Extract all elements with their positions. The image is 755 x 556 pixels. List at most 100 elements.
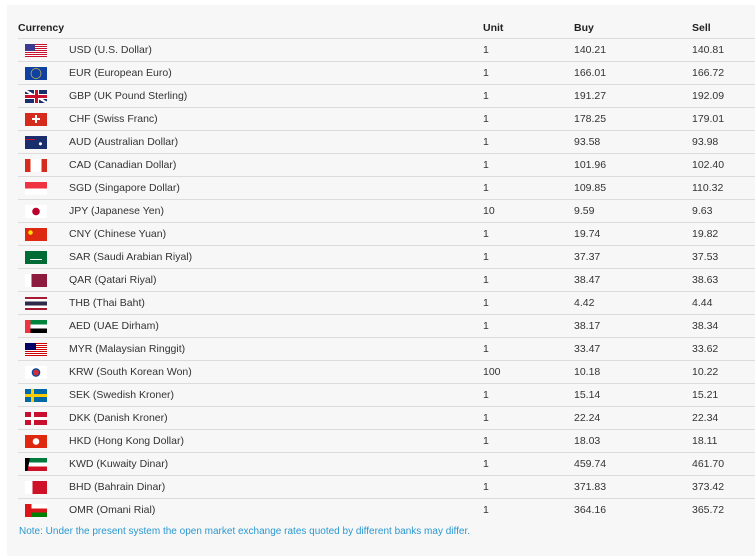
sell-rate: 38.34 <box>692 314 755 338</box>
unit-value: 1 <box>483 337 574 361</box>
dk-flag-icon <box>25 411 47 425</box>
table-row: AED (UAE Dirham) 1 38.17 38.34 <box>18 314 755 338</box>
sell-rate: 19.82 <box>692 222 755 246</box>
se-flag-icon <box>25 388 47 402</box>
sell-rate: 38.63 <box>692 268 755 292</box>
eu-flag-icon <box>25 66 47 80</box>
buy-rate: 109.85 <box>574 176 692 200</box>
buy-rate: 140.21 <box>574 38 692 62</box>
exchange-rate-table: Currency Unit Buy Sell USD (U.S. Dollar)… <box>18 17 755 521</box>
rates-panel: Currency Unit Buy Sell USD (U.S. Dollar)… <box>7 5 755 556</box>
sell-rate: 192.09 <box>692 84 755 108</box>
flag-cell <box>18 199 69 223</box>
ca-flag-icon <box>25 158 47 172</box>
unit-value: 1 <box>483 38 574 62</box>
sell-rate: 4.44 <box>692 291 755 315</box>
flag-cell <box>18 429 69 453</box>
table-row: AUD (Australian Dollar) 1 93.58 93.98 <box>18 130 755 154</box>
unit-value: 100 <box>483 360 574 384</box>
flag-cell <box>18 130 69 154</box>
qa-flag-icon <box>25 273 47 287</box>
sell-rate: 9.63 <box>692 199 755 223</box>
unit-value: 1 <box>483 61 574 85</box>
disclaimer-note: Note: Under the present system the open … <box>19 526 471 537</box>
sell-rate: 15.21 <box>692 383 755 407</box>
buy-rate: 10.18 <box>574 360 692 384</box>
buy-rate: 38.17 <box>574 314 692 338</box>
buy-rate: 4.42 <box>574 291 692 315</box>
flag-cell <box>18 222 69 246</box>
au-flag-icon <box>25 135 47 149</box>
buy-rate: 33.47 <box>574 337 692 361</box>
currency-name: SGD (Singapore Dollar) <box>69 176 483 200</box>
sell-rate: 33.62 <box>692 337 755 361</box>
currency-name: KWD (Kuwaity Dinar) <box>69 452 483 476</box>
sell-rate: 37.53 <box>692 245 755 269</box>
table-row: KWD (Kuwaity Dinar) 1 459.74 461.70 <box>18 452 755 476</box>
buy-rate: 18.03 <box>574 429 692 453</box>
buy-rate: 178.25 <box>574 107 692 131</box>
currency-name: KRW (South Korean Won) <box>69 360 483 384</box>
buy-rate: 364.16 <box>574 498 692 521</box>
buy-rate: 37.37 <box>574 245 692 269</box>
currency-name: SAR (Saudi Arabian Riyal) <box>69 245 483 269</box>
header-currency: Currency <box>18 21 65 34</box>
currency-name: SEK (Swedish Kroner) <box>69 383 483 407</box>
uk-flag-icon <box>25 89 47 103</box>
jp-flag-icon <box>25 204 47 218</box>
table-row: SEK (Swedish Kroner) 1 15.14 15.21 <box>18 383 755 407</box>
buy-rate: 38.47 <box>574 268 692 292</box>
currency-name: USD (U.S. Dollar) <box>69 38 483 62</box>
unit-value: 10 <box>483 199 574 223</box>
hk-flag-icon <box>25 434 47 448</box>
unit-value: 1 <box>483 176 574 200</box>
buy-rate: 459.74 <box>574 452 692 476</box>
table-row: HKD (Hong Kong Dollar) 1 18.03 18.11 <box>18 429 755 453</box>
flag-cell <box>18 314 69 338</box>
ae-flag-icon <box>25 319 47 333</box>
sell-rate: 179.01 <box>692 107 755 131</box>
table-row: CNY (Chinese Yuan) 1 19.74 19.82 <box>18 222 755 246</box>
table-row: BHD (Bahrain Dinar) 1 371.83 373.42 <box>18 475 755 499</box>
cn-flag-icon <box>25 227 47 241</box>
sell-rate: 140.81 <box>692 38 755 62</box>
flag-cell <box>18 153 69 177</box>
flag-cell <box>18 498 69 521</box>
bh-flag-icon <box>25 480 47 494</box>
table-row: SAR (Saudi Arabian Riyal) 1 37.37 37.53 <box>18 245 755 269</box>
flag-cell <box>18 245 69 269</box>
currency-name: QAR (Qatari Riyal) <box>69 268 483 292</box>
unit-value: 1 <box>483 268 574 292</box>
buy-rate: 101.96 <box>574 153 692 177</box>
unit-value: 1 <box>483 222 574 246</box>
flag-cell <box>18 360 69 384</box>
table-row: QAR (Qatari Riyal) 1 38.47 38.63 <box>18 268 755 292</box>
flag-cell <box>18 406 69 430</box>
flag-cell <box>18 38 69 62</box>
flag-cell <box>18 475 69 499</box>
header-sell: Sell <box>692 21 711 34</box>
header-buy: Buy <box>574 21 594 34</box>
om-flag-icon <box>25 503 47 517</box>
unit-value: 1 <box>483 406 574 430</box>
unit-value: 1 <box>483 84 574 108</box>
sell-rate: 93.98 <box>692 130 755 154</box>
currency-name: CNY (Chinese Yuan) <box>69 222 483 246</box>
currency-name: BHD (Bahrain Dinar) <box>69 475 483 499</box>
sell-rate: 373.42 <box>692 475 755 499</box>
header-unit: Unit <box>483 21 504 34</box>
unit-value: 1 <box>483 291 574 315</box>
currency-name: CHF (Swiss Franc) <box>69 107 483 131</box>
buy-rate: 15.14 <box>574 383 692 407</box>
table-row: CHF (Swiss Franc) 1 178.25 179.01 <box>18 107 755 131</box>
kw-flag-icon <box>25 457 47 471</box>
currency-name: HKD (Hong Kong Dollar) <box>69 429 483 453</box>
table-row: MYR (Malaysian Ringgit) 1 33.47 33.62 <box>18 337 755 361</box>
sa-flag-icon <box>25 250 47 264</box>
flag-cell <box>18 291 69 315</box>
table-header: Currency Unit Buy Sell <box>18 17 755 39</box>
table-row: GBP (UK Pound Sterling) 1 191.27 192.09 <box>18 84 755 108</box>
flag-cell <box>18 452 69 476</box>
unit-value: 1 <box>483 475 574 499</box>
unit-value: 1 <box>483 429 574 453</box>
